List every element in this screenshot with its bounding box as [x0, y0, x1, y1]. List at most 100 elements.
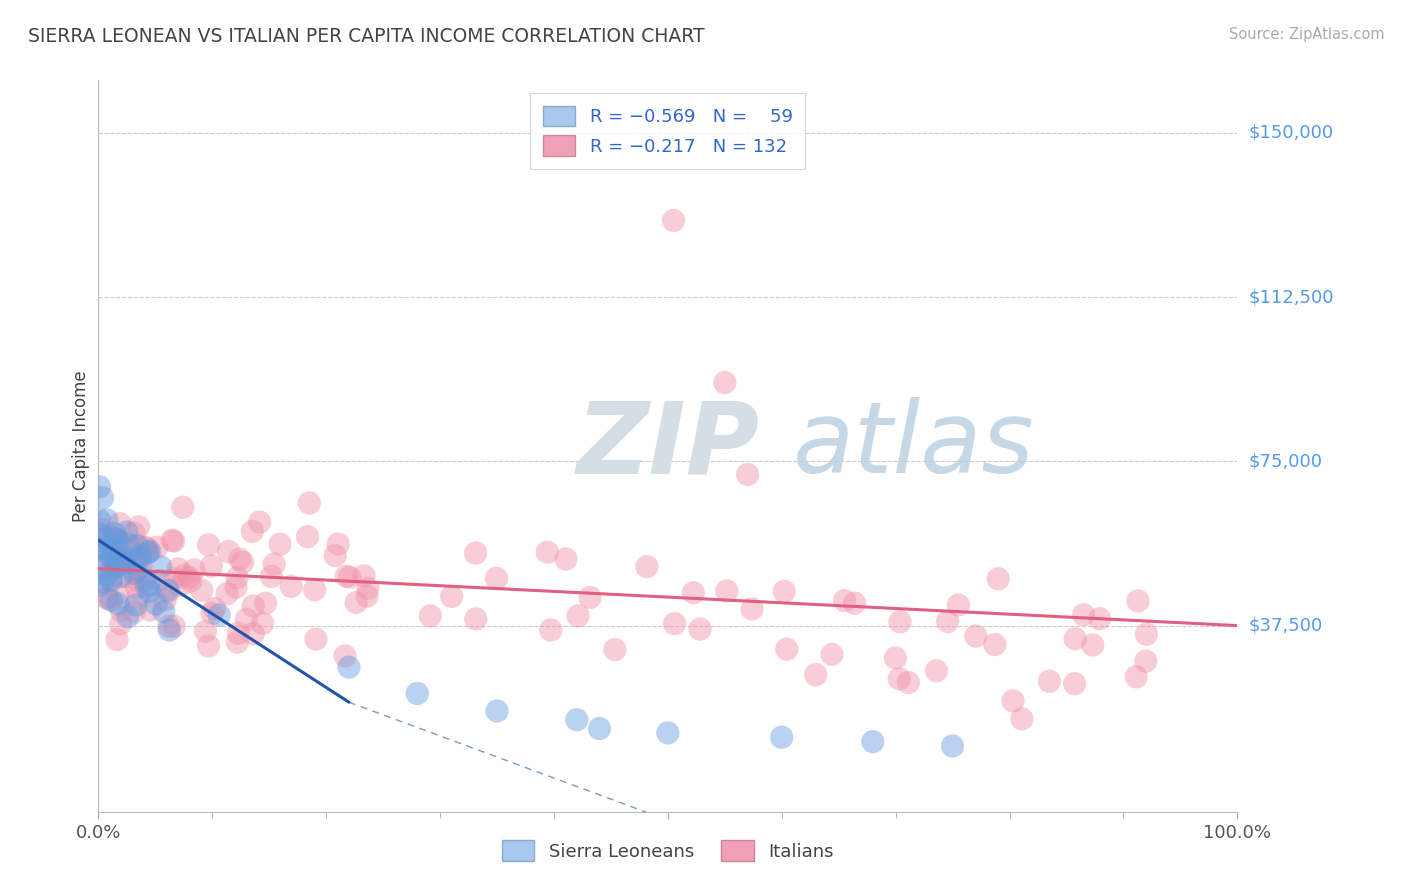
Point: [1002, 694, 1025, 708]
Point: [110, 616, 132, 631]
Y-axis label: Per Capita Income: Per Capita Income: [72, 370, 90, 522]
Point: [737, 467, 759, 482]
Point: [122, 540, 145, 554]
Text: ZIP: ZIP: [576, 398, 759, 494]
Point: [136, 545, 159, 559]
Point: [138, 584, 160, 599]
Point: [1135, 654, 1157, 668]
Point: [297, 530, 319, 544]
Point: [89, 480, 111, 494]
Point: [218, 544, 240, 558]
Point: [135, 580, 157, 594]
Point: [280, 579, 302, 593]
Point: [117, 550, 139, 565]
Point: [304, 582, 326, 597]
Point: [107, 597, 129, 611]
Text: $112,500: $112,500: [1249, 288, 1334, 306]
Point: [98, 574, 121, 588]
Point: [167, 562, 190, 576]
Point: [662, 213, 685, 227]
Point: [103, 526, 125, 541]
Point: [1038, 674, 1060, 689]
Point: [201, 606, 224, 620]
Point: [689, 622, 711, 636]
Point: [107, 549, 129, 564]
Point: [127, 567, 149, 582]
Point: [111, 557, 134, 571]
Point: [948, 598, 970, 612]
Point: [111, 553, 134, 567]
Point: [485, 571, 508, 585]
Point: [925, 664, 948, 678]
Point: [464, 612, 486, 626]
Point: [145, 597, 167, 611]
Point: [157, 619, 180, 633]
Point: [96, 567, 118, 582]
Point: [100, 593, 122, 607]
Point: [103, 530, 125, 544]
Point: [215, 587, 238, 601]
Point: [555, 552, 578, 566]
Point: [936, 615, 959, 629]
Point: [232, 555, 254, 569]
Point: [96, 591, 118, 606]
Point: [90, 527, 112, 541]
Point: [225, 580, 247, 594]
Point: [101, 549, 124, 564]
Point: [91, 559, 114, 574]
Point: [965, 629, 987, 643]
Point: [173, 568, 195, 582]
Point: [242, 599, 264, 613]
Point: [107, 555, 129, 569]
Point: [91, 523, 114, 537]
Point: [127, 563, 149, 577]
Point: [440, 590, 463, 604]
Point: [1126, 594, 1149, 608]
Point: [136, 545, 159, 559]
Point: [104, 543, 127, 558]
Point: [111, 537, 134, 551]
Point: [984, 638, 1007, 652]
Point: [260, 569, 283, 583]
Point: [636, 559, 658, 574]
Point: [356, 589, 378, 603]
Point: [115, 524, 138, 539]
Point: [226, 571, 249, 585]
Text: atlas: atlas: [793, 398, 1035, 494]
Point: [657, 726, 679, 740]
Point: [337, 660, 360, 674]
Point: [339, 570, 361, 584]
Point: [91, 491, 114, 505]
Point: [197, 538, 219, 552]
Point: [682, 586, 704, 600]
Point: [110, 570, 132, 584]
Point: [134, 573, 156, 587]
Point: [834, 593, 856, 607]
Point: [146, 541, 169, 555]
Point: [204, 601, 226, 615]
Point: [353, 568, 375, 582]
Point: [89, 543, 111, 558]
Point: [942, 739, 965, 753]
Point: [149, 559, 172, 574]
Point: [148, 574, 170, 588]
Point: [160, 533, 183, 548]
Point: [344, 595, 367, 609]
Point: [110, 604, 132, 618]
Point: [567, 608, 589, 623]
Point: [240, 524, 263, 539]
Point: [1125, 670, 1147, 684]
Point: [124, 553, 146, 567]
Point: [117, 609, 139, 624]
Point: [1063, 677, 1085, 691]
Point: [328, 537, 350, 551]
Point: [486, 704, 509, 718]
Point: [235, 612, 257, 626]
Point: [139, 603, 162, 617]
Point: [105, 532, 128, 546]
Point: [100, 541, 122, 555]
Point: [603, 642, 626, 657]
Point: [115, 569, 138, 583]
Point: [335, 569, 357, 583]
Point: [229, 552, 252, 566]
